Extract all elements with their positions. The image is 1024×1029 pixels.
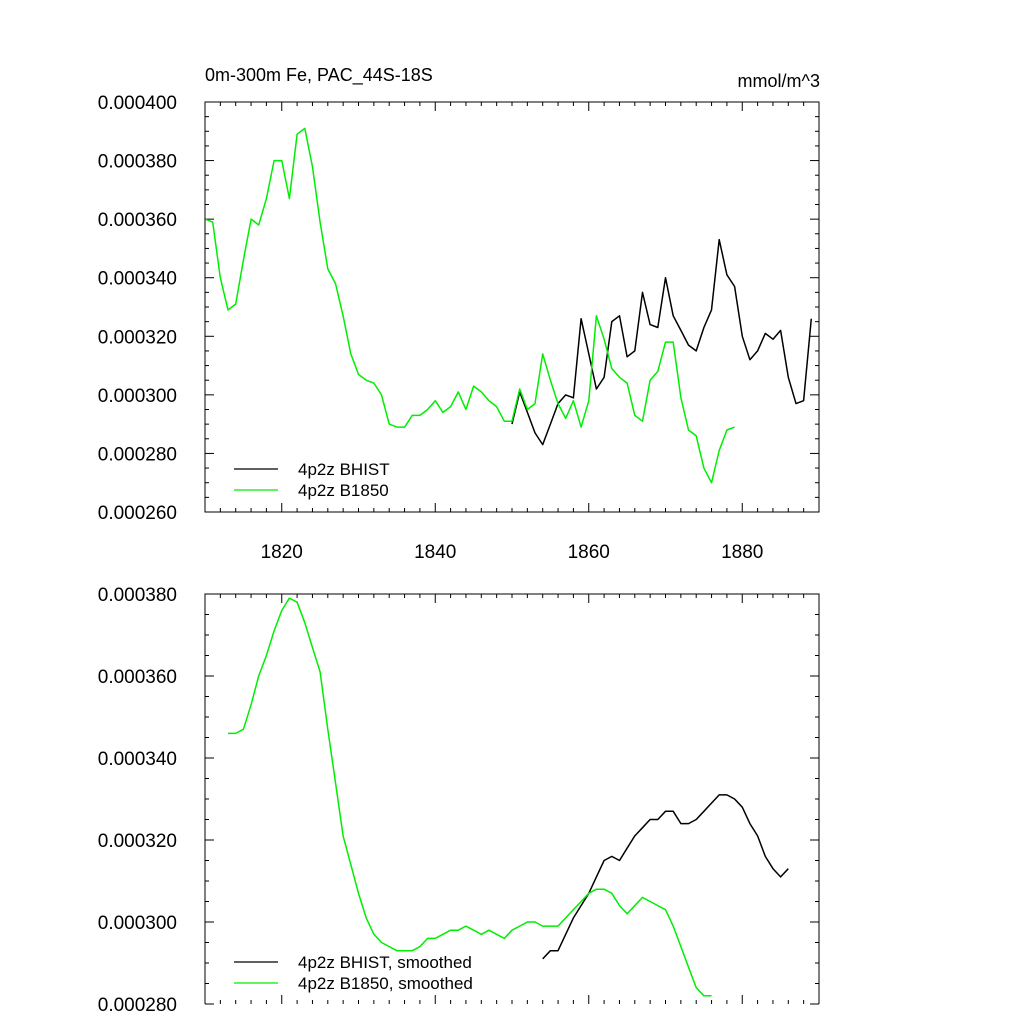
top-series-group	[204, 127, 813, 484]
y-tick-label: 0.000360	[98, 210, 177, 231]
y-tick-label: 0.000300	[98, 913, 177, 934]
y-tick-label: 0.000280	[98, 995, 177, 1016]
top-plot-frame	[204, 101, 820, 513]
bottom-axis-ticks	[204, 593, 820, 1005]
x-tick-label: 1820	[261, 542, 303, 563]
y-tick-label: 0.000260	[98, 503, 177, 524]
y-tick-label: 0.000320	[98, 327, 177, 348]
y-tick-label: 0.000300	[98, 386, 177, 407]
x-tick-label: 1840	[414, 542, 456, 563]
y-tick-label: 0.000380	[98, 152, 177, 173]
bottom-plot-frame	[204, 593, 820, 1004]
top-axis-ticks	[204, 101, 820, 513]
bottom-series-group	[228, 597, 789, 997]
bottom-legend: 4p2z BHIST, smoothed 4p2z B1850, smoothe…	[234, 953, 473, 993]
legend-label-b1850: 4p2z B1850	[298, 481, 389, 500]
top-panel: 0m-300m Fe, PAC_44S-18S mmol/m^3 0.00026…	[98, 65, 820, 563]
chart-title: 0m-300m Fe, PAC_44S-18S	[205, 65, 433, 86]
top-y-tick-labels: 0.000260 0.000280 0.000300 0.000320 0.000340…	[98, 93, 177, 524]
y-tick-label: 0.000340	[98, 269, 177, 290]
top-x-tick-labels: 1820 1840 1860 1880	[261, 542, 764, 563]
x-tick-label: 1880	[721, 542, 763, 563]
legend-label-bhist-smoothed: 4p2z BHIST, smoothed	[298, 953, 472, 972]
top-legend: 4p2z BHIST 4p2z B1850	[234, 460, 390, 500]
legend-label-bhist: 4p2z BHIST	[298, 460, 390, 479]
series-line-4p2z-b1850	[204, 127, 735, 484]
units-label: mmol/m^3	[738, 71, 820, 91]
y-tick-label: 0.000280	[98, 444, 177, 465]
bottom-panel: 0.000280 0.000300 0.000320 0.000340 0.000360…	[98, 585, 820, 1016]
y-tick-label: 0.000340	[98, 749, 177, 770]
y-tick-label: 0.000400	[98, 93, 177, 114]
series-line-4p2z-b1850-smoothed	[228, 597, 712, 997]
series-line-4p2z-bhist-smoothed	[542, 794, 789, 960]
y-tick-label: 0.000380	[98, 585, 177, 606]
series-line-4p2z-bhist	[511, 238, 813, 446]
y-tick-label: 0.000360	[98, 667, 177, 688]
y-tick-label: 0.000320	[98, 831, 177, 852]
legend-label-b1850-smoothed: 4p2z B1850, smoothed	[298, 974, 473, 993]
bottom-y-tick-labels: 0.000280 0.000300 0.000320 0.000340 0.000360…	[98, 585, 177, 1016]
x-tick-label: 1860	[568, 542, 610, 563]
